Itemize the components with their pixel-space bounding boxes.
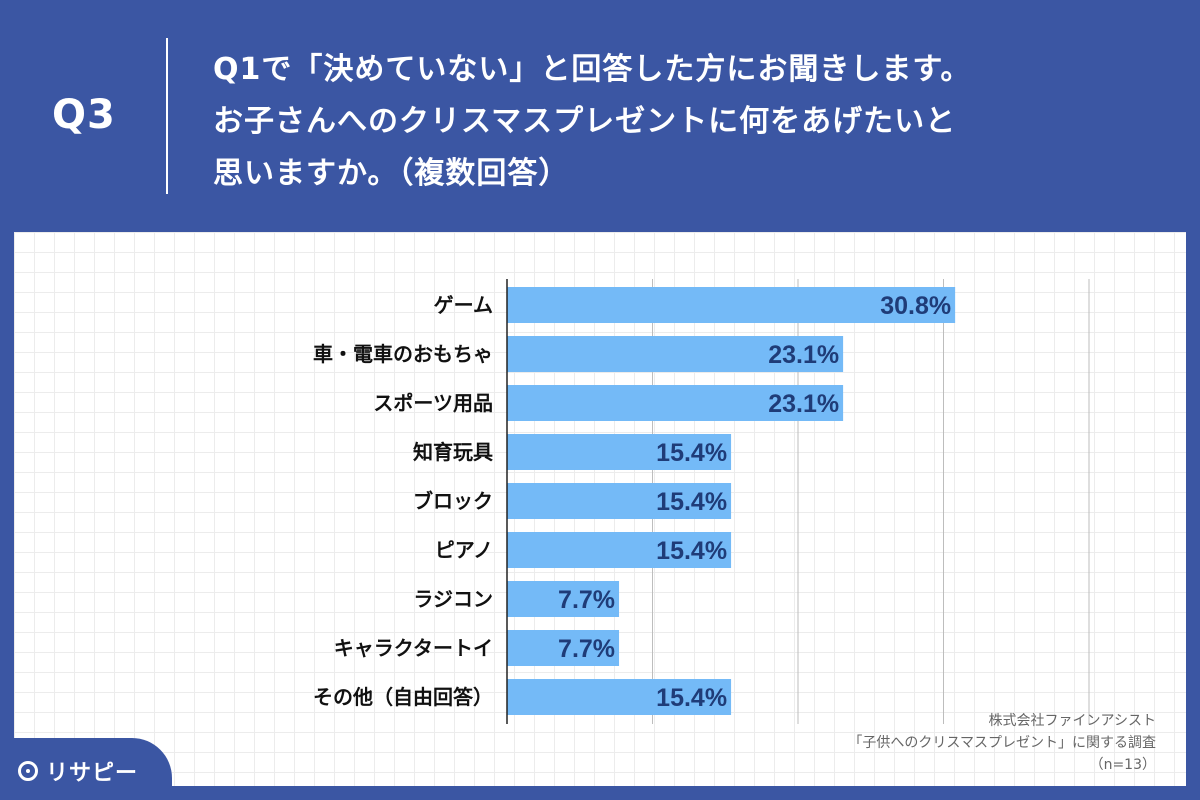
category-label: 知育玩具: [413, 440, 493, 464]
source-sample-size: （n=13）: [1089, 757, 1156, 773]
category-label: その他（自由回答）: [313, 685, 493, 709]
question-line-3: 思いますか。（複数回答）: [213, 156, 570, 191]
data-label: 7.7%: [558, 586, 615, 614]
category-label: キャラクタートイ: [334, 636, 493, 660]
bar: [507, 630, 620, 666]
bar: [507, 287, 956, 323]
bar: [507, 385, 844, 421]
question-number: Q3: [52, 92, 116, 138]
bar: [507, 679, 732, 715]
bar: [507, 483, 732, 519]
brand-logo: リサピー: [18, 754, 138, 788]
bar: [507, 336, 844, 372]
category-label: スポーツ用品: [373, 391, 493, 415]
question-line-2: お子さんへのクリスマスプレゼントに何をあげたいと: [213, 104, 957, 139]
category-label: 車・電車のおもちゃ: [313, 342, 493, 366]
bar: [507, 532, 732, 568]
data-label: 15.4%: [656, 684, 727, 712]
source-survey: 「子供へのクリスマスプレゼント」に関する調査: [848, 735, 1156, 751]
bar: [507, 581, 620, 617]
data-label: 30.8%: [880, 292, 951, 320]
header-divider: [166, 38, 168, 194]
category-label: ゲーム: [434, 293, 493, 317]
chart-panel: ゲーム 30.8% 車・電車のおもちゃ 23.1% スポーツ用品 23.1% 知育玩具 15.…: [14, 232, 1186, 786]
logo-text: リサピー: [46, 761, 139, 786]
data-label: 15.4%: [656, 439, 727, 467]
category-label: ブロック: [413, 489, 493, 513]
header: Q3 Q1で「決めていない」と回答した方にお聞きします。 お子さんへのクリスマス…: [0, 0, 1200, 232]
data-label: 23.1%: [768, 390, 839, 418]
source-note: 株式会社ファインアシスト 「子供へのクリスマスプレゼント」に関する調査 （n=1…: [636, 710, 1156, 776]
data-label: 15.4%: [656, 537, 727, 565]
question-line-1: Q1で「決めていない」と回答した方にお聞きします。: [213, 52, 972, 87]
logo-pin-icon: [18, 761, 38, 781]
data-label: 15.4%: [656, 488, 727, 516]
category-label: ピアノ: [435, 538, 493, 562]
source-company: 株式会社ファインアシスト: [988, 713, 1156, 729]
bar-chart: ゲーム 30.8% 車・電車のおもちゃ 23.1% スポーツ用品 23.1% 知育玩具 15.…: [313, 279, 1090, 724]
data-label: 7.7%: [558, 635, 615, 663]
bar: [507, 434, 732, 470]
question-text: Q1で「決めていない」と回答した方にお聞きします。 お子さんへのクリスマスプレゼ…: [213, 44, 1153, 200]
data-label: 23.1%: [768, 341, 839, 369]
category-label: ラジコン: [413, 587, 493, 611]
